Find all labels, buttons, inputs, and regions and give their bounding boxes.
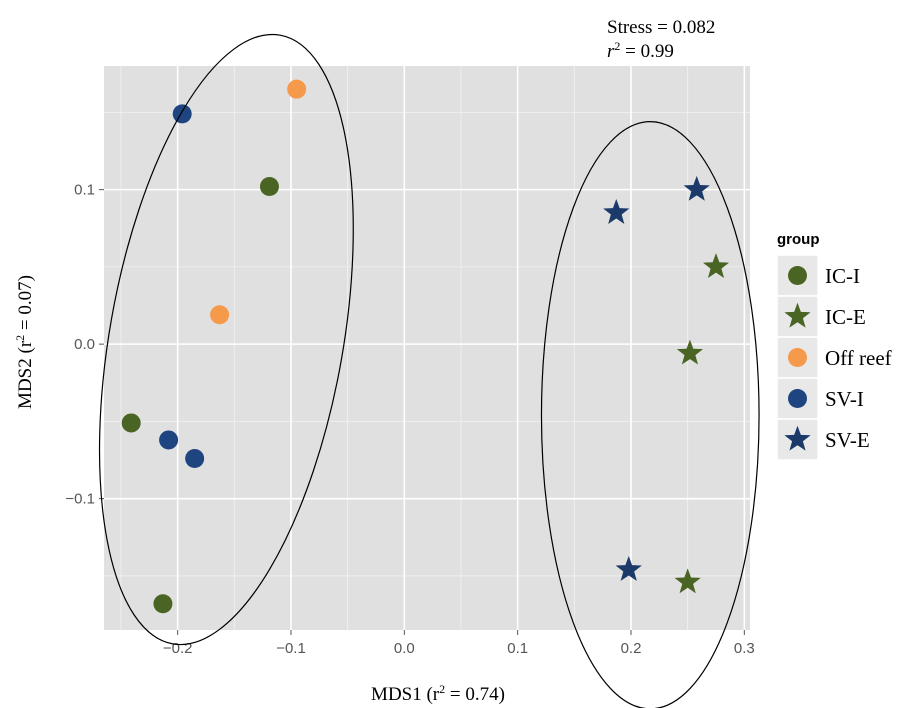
legend-label-sv-e: SV-E <box>825 428 870 452</box>
point-ic-i <box>121 413 141 433</box>
x-axis-ticks: −0.2 −0.1 0.0 0.1 0.2 0.3 <box>163 630 755 657</box>
point-sv-e <box>615 555 642 581</box>
group-ellipses <box>98 33 760 708</box>
point-sv-e <box>683 175 710 201</box>
point-off-reef <box>210 305 230 325</box>
inshore-ellipse <box>98 33 354 646</box>
legend-label-off-reef: Off reef <box>825 346 892 370</box>
legend-label-sv-i: SV-I <box>825 387 864 411</box>
point-sv-i <box>172 104 192 124</box>
legend-key-off-reef <box>776 336 819 379</box>
legend-label-ic-i: IC-I <box>825 264 860 288</box>
x-tick-label: −0.1 <box>276 640 306 657</box>
point-sv-i <box>159 430 179 450</box>
point-off-reef <box>287 79 307 99</box>
y-axis-ticks: −0.1 0.0 0.1 <box>65 182 104 508</box>
x-tick-label: 0.0 <box>394 640 415 657</box>
plot-panel <box>104 66 750 630</box>
y-tick-label: −0.1 <box>65 491 95 508</box>
x-tick-label: 0.2 <box>621 640 642 657</box>
legend-marker-sv-i <box>788 389 807 408</box>
legend-title: group <box>777 231 820 248</box>
r2-annotation: r2 = 0.99 <box>607 39 674 62</box>
legend-marker-ic-e <box>784 302 811 328</box>
gridlines <box>104 66 750 630</box>
legend-marker-sv-e <box>784 425 811 451</box>
x-axis-title: MDS1 (r2 = 0.74) <box>371 682 505 705</box>
offshore-ellipse <box>540 121 760 708</box>
legend-key-ic-i <box>776 254 819 297</box>
point-ic-e <box>676 339 704 365</box>
legend-marker-off-reef <box>788 348 807 367</box>
point-ic-i <box>153 594 173 614</box>
point-ic-e <box>674 568 701 594</box>
point-ic-i <box>259 177 279 197</box>
y-axis-title: MDS2 (r2 = 0.07) <box>13 275 36 409</box>
legend: IC-I IC-E Off reef SV-I SV-E <box>776 254 892 461</box>
point-sv-e <box>603 199 630 224</box>
y-tick-label: 0.1 <box>74 182 95 199</box>
point-sv-i <box>185 448 205 468</box>
x-tick-label: 0.3 <box>734 640 755 657</box>
point-ic-e <box>702 253 730 279</box>
x-tick-label: 0.1 <box>507 640 528 657</box>
legend-label-ic-e: IC-E <box>825 305 866 329</box>
legend-marker-ic-i <box>788 266 807 285</box>
stress-annotation: Stress = 0.082 <box>607 17 715 38</box>
y-tick-label: 0.0 <box>74 336 95 353</box>
data-points <box>121 79 730 614</box>
